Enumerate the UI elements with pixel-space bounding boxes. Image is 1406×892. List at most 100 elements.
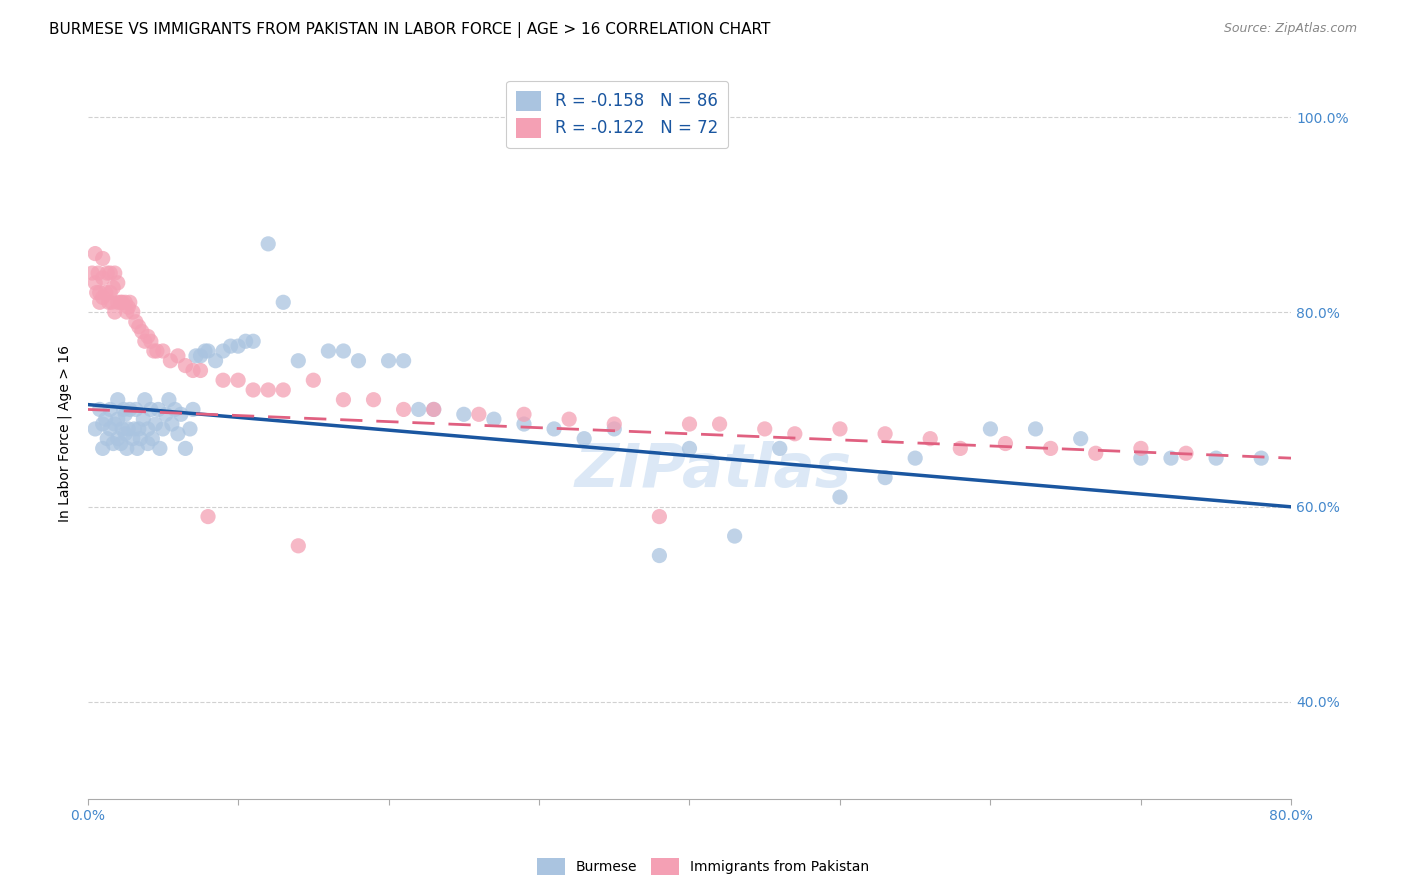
Point (422, 402, 444, 417)
Text: ZIPatlas: ZIPatlas (575, 441, 852, 500)
Point (100, 295, 122, 310)
Point (363, 392, 385, 407)
Point (136, 436, 159, 450)
Point (235, 334, 257, 349)
Point (103, 436, 125, 450)
Point (226, 373, 249, 387)
Text: Source: ZipAtlas.com: Source: ZipAtlas.com (1223, 22, 1357, 36)
Point (347, 353, 370, 368)
Point (1129, 442, 1152, 456)
Point (212, 373, 235, 387)
Point (648, 509, 671, 524)
Point (558, 412, 581, 426)
Point (332, 343, 354, 358)
Y-axis label: In Labor Force | Age > 16: In Labor Force | Age > 16 (58, 345, 72, 523)
Point (107, 276, 129, 290)
Point (110, 295, 132, 310)
Point (678, 417, 700, 431)
Point (91, 290, 114, 304)
Point (167, 349, 190, 363)
Point (1025, 422, 1047, 436)
Point (271, 383, 294, 397)
Legend: Burmese, Immigrants from Pakistan: Burmese, Immigrants from Pakistan (531, 853, 875, 880)
Point (482, 412, 505, 426)
Point (89, 285, 111, 300)
Point (89, 295, 111, 310)
Point (572, 432, 595, 446)
Point (124, 422, 146, 436)
Point (678, 442, 700, 456)
Point (128, 319, 150, 334)
Point (86, 285, 108, 300)
Point (754, 422, 776, 436)
Point (155, 407, 177, 421)
Point (1205, 451, 1227, 466)
Point (422, 402, 444, 417)
Point (127, 442, 149, 456)
Point (111, 422, 134, 436)
Point (197, 343, 219, 358)
Point (1084, 446, 1107, 460)
Point (146, 343, 169, 358)
Point (920, 432, 942, 446)
Point (904, 451, 927, 466)
Point (603, 422, 626, 436)
Point (107, 295, 129, 310)
Point (111, 295, 134, 310)
Point (408, 402, 430, 417)
Point (163, 402, 186, 417)
Point (104, 305, 127, 319)
Point (98, 422, 121, 436)
Point (174, 359, 197, 373)
Point (107, 432, 129, 446)
Point (84, 246, 107, 260)
Point (98, 402, 121, 417)
Point (107, 392, 129, 407)
Point (121, 305, 143, 319)
Point (709, 417, 731, 431)
Point (139, 402, 162, 417)
Legend: R = -0.158   N = 86, R = -0.122   N = 72: R = -0.158 N = 86, R = -0.122 N = 72 (506, 80, 728, 148)
Point (1070, 432, 1092, 446)
Point (875, 426, 897, 441)
Point (104, 266, 127, 280)
Point (783, 426, 806, 441)
Point (332, 392, 354, 407)
Point (114, 407, 136, 421)
Point (257, 236, 280, 251)
Point (1250, 451, 1272, 466)
Point (143, 417, 166, 431)
Point (723, 529, 745, 543)
Point (110, 436, 132, 450)
Point (117, 422, 139, 436)
Point (82, 266, 104, 280)
Point (89, 402, 111, 417)
Point (84, 276, 107, 290)
Point (226, 339, 249, 353)
Point (94, 412, 117, 426)
Point (219, 339, 242, 353)
Point (1039, 442, 1062, 456)
Point (170, 407, 193, 421)
Point (179, 422, 201, 436)
Point (115, 305, 138, 319)
Point (167, 426, 190, 441)
Point (152, 343, 174, 358)
Point (134, 334, 156, 349)
Point (160, 417, 183, 431)
Point (112, 402, 135, 417)
Point (257, 383, 280, 397)
Point (91, 417, 114, 431)
Point (181, 402, 204, 417)
Point (125, 315, 148, 329)
Point (114, 426, 136, 441)
Point (139, 334, 162, 349)
Point (103, 281, 125, 295)
Point (377, 353, 399, 368)
Point (543, 422, 565, 436)
Point (287, 353, 309, 368)
Point (118, 402, 141, 417)
Point (131, 325, 153, 339)
Point (769, 442, 792, 456)
Point (994, 436, 1017, 450)
